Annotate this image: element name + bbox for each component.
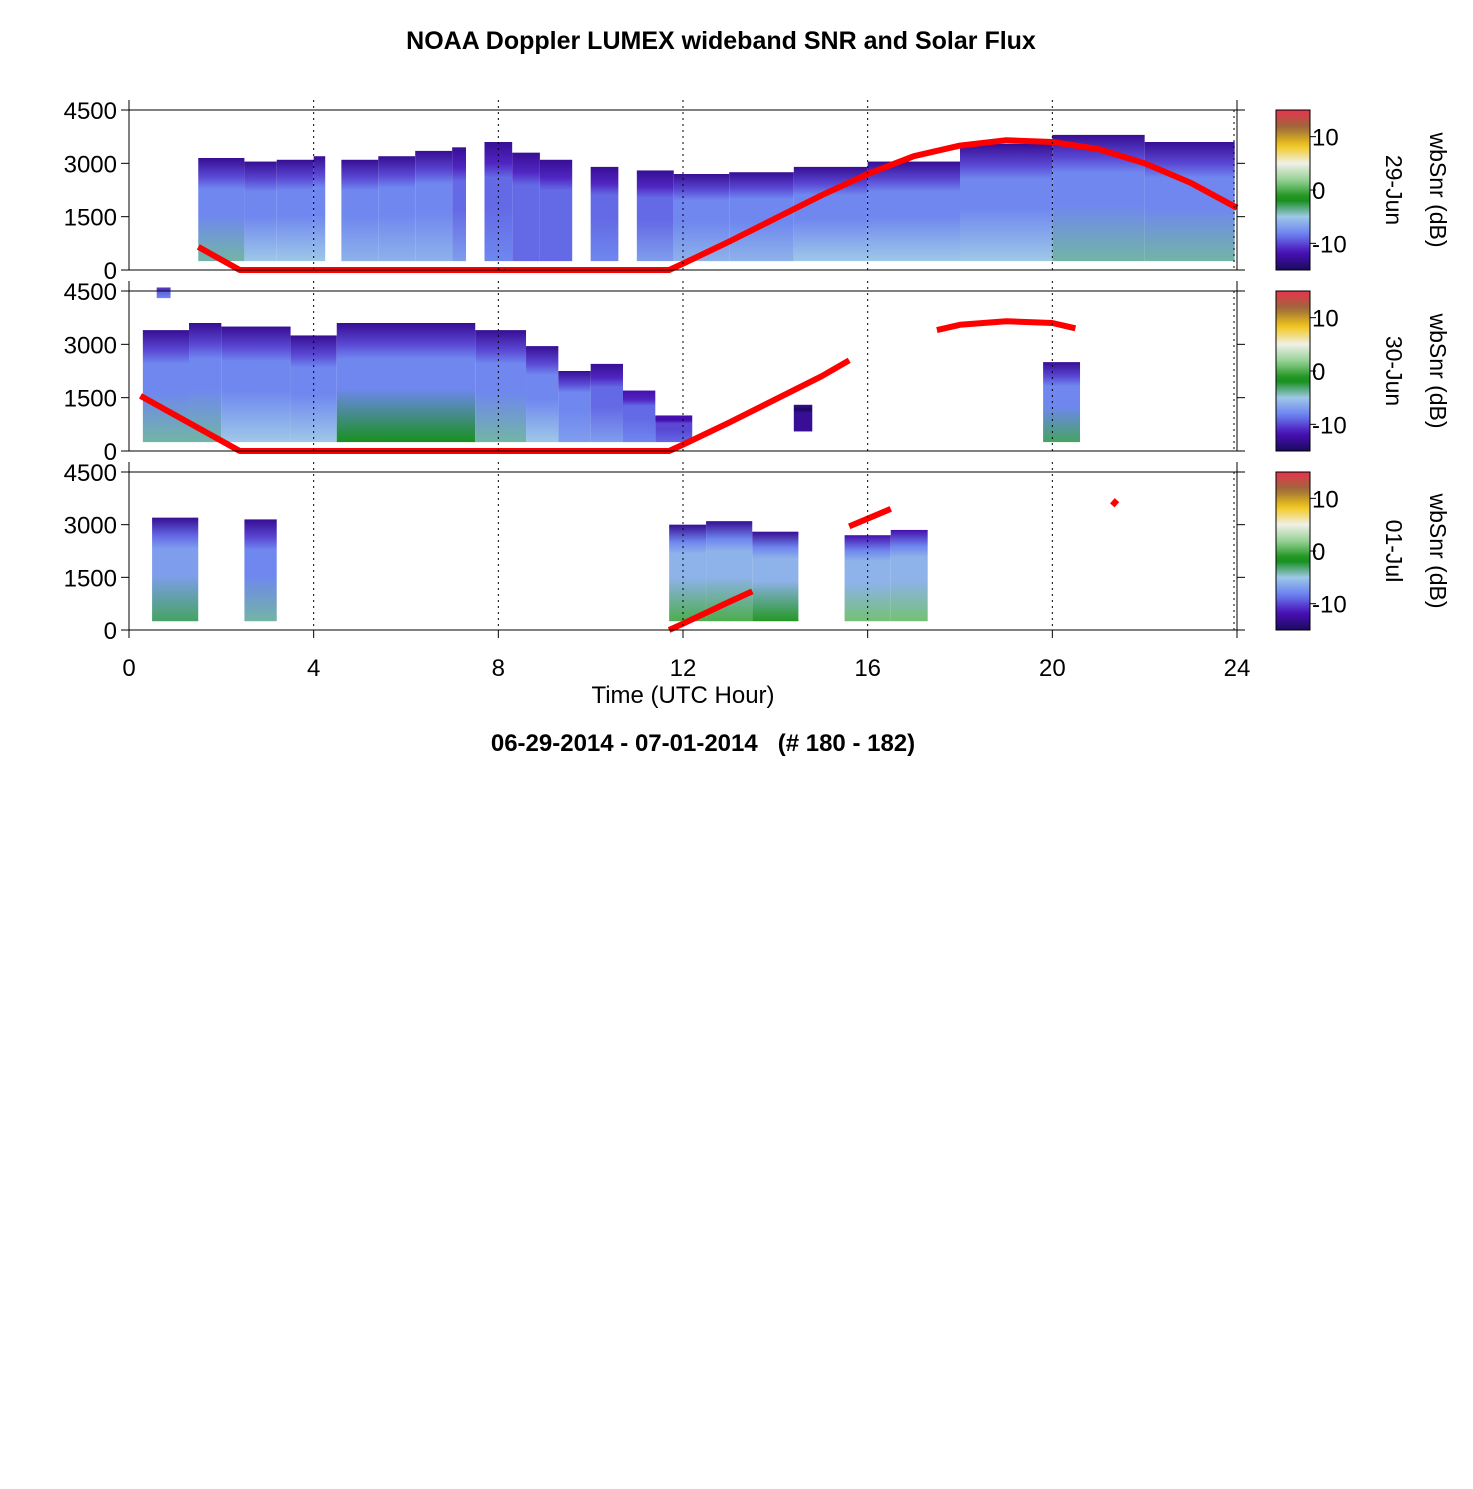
- y-tick-label: 4500: [64, 98, 117, 125]
- snr-column: [636, 170, 674, 262]
- x-tick-label: 12: [670, 655, 697, 682]
- y-tick-label: 0: [104, 439, 117, 466]
- snr-column: [484, 142, 513, 262]
- solar-flux-line: [1110, 498, 1120, 508]
- colorbar-label: wbSnr (dB): [1425, 492, 1451, 608]
- solar-flux-line: [936, 318, 1077, 334]
- chart-title: NOAA Doppler LUMEX wideband SNR and Sola…: [406, 27, 1036, 55]
- colorbar-tick-label: -10: [1312, 412, 1347, 439]
- date-range-footer: 06-29-2014 - 07-01-2014 (# 180 - 182): [491, 730, 915, 757]
- x-axis-label: Time (UTC Hour): [591, 682, 774, 709]
- snr-column: [341, 159, 379, 262]
- y-tick-label: 3000: [64, 332, 117, 359]
- snr-column: [512, 152, 540, 262]
- snr-column: [558, 371, 591, 443]
- snr-column: [590, 363, 623, 443]
- snr-column: [539, 159, 573, 262]
- colorbar: [1275, 290, 1311, 452]
- colorbar-label: wbSnr (dB): [1425, 312, 1451, 428]
- snr-column: [669, 524, 707, 622]
- solar-flux-line: [196, 137, 1239, 273]
- snr-column: [276, 159, 314, 262]
- snr-column: [622, 390, 656, 443]
- colorbar: [1275, 471, 1311, 631]
- panel-day-label: 30-Jun: [1381, 336, 1407, 406]
- x-axis: 0 4 8 12 16 20 24: [122, 630, 1250, 682]
- x-tick-label: 0: [122, 655, 135, 682]
- panel-29-Jun: 0 1500 3000 4500 -10 0 10 wbSnr (dB) 29-Jun: [64, 98, 1451, 285]
- snr-column: [156, 287, 171, 299]
- snr-column: [655, 415, 693, 443]
- snr-column: [526, 346, 559, 443]
- snr-column: [415, 150, 453, 262]
- solar-flux-line: [848, 506, 892, 530]
- x-tick-label: 20: [1039, 655, 1066, 682]
- colorbar-tick-label: 10: [1312, 486, 1339, 513]
- y-tick-label: 3000: [64, 513, 117, 540]
- panel-01-Jul: 0 1500 3000 4500 -10 0 10 wbSnr (dB) 01-Jul: [64, 460, 1451, 645]
- colorbar-tick-label: -10: [1312, 592, 1347, 619]
- snr-column: [152, 517, 199, 622]
- snr-column: [960, 143, 1053, 262]
- snr-column: [142, 330, 190, 443]
- snr-column: [336, 323, 476, 443]
- colorbar-tick-label: 0: [1312, 178, 1325, 205]
- snr-column: [244, 519, 277, 622]
- y-tick-label: 4500: [64, 279, 117, 306]
- x-tick-label: 4: [307, 655, 320, 682]
- snr-column: [1052, 134, 1145, 262]
- y-tick-label: 1500: [64, 565, 117, 592]
- snr-column: [198, 158, 245, 262]
- colorbar: [1275, 109, 1311, 271]
- panel-day-label: 01-Jul: [1381, 520, 1407, 583]
- y-tick-label: 0: [104, 618, 117, 645]
- colorbar-tick-label: -10: [1312, 231, 1347, 258]
- x-tick-label: 24: [1224, 655, 1251, 682]
- snr-column: [313, 156, 326, 262]
- snr-column: [867, 161, 960, 262]
- snr-column: [890, 529, 928, 622]
- colorbar-tick-label: 10: [1312, 125, 1339, 152]
- snr-column: [752, 531, 799, 622]
- snr-column: [475, 330, 527, 443]
- solar-flux-line: [667, 588, 754, 633]
- y-tick-label: 3000: [64, 151, 117, 178]
- colorbar-tick-label: 0: [1312, 359, 1325, 386]
- snr-column: [706, 521, 753, 622]
- snr-column: [378, 156, 416, 262]
- panel-day-label: 29-Jun: [1381, 155, 1407, 225]
- y-tick-label: 4500: [64, 460, 117, 487]
- x-tick-label: 16: [854, 655, 881, 682]
- colorbar-tick-label: 0: [1312, 539, 1325, 566]
- colorbar-label: wbSnr (dB): [1425, 131, 1451, 247]
- snr-column: [590, 166, 619, 262]
- x-tick-label: 8: [492, 655, 505, 682]
- snr-column: [452, 147, 467, 262]
- snr-column: [793, 404, 813, 432]
- y-tick-label: 1500: [64, 205, 117, 232]
- y-tick-label: 0: [104, 258, 117, 285]
- panel-30-Jun: 0 1500 3000 4500 -10 0 10 wbSnr (dB) 30-Jun: [64, 279, 1451, 466]
- colorbar-tick-label: 10: [1312, 306, 1339, 333]
- snr-column: [1043, 362, 1081, 443]
- panels: 0 1500 3000 4500 -10 0 10 wbSnr (dB) 29-Jun 0 1500…: [64, 98, 1451, 645]
- snr-column: [244, 161, 277, 262]
- snr-column: [189, 323, 222, 443]
- y-tick-label: 1500: [64, 386, 117, 413]
- snr-column: [221, 326, 291, 443]
- snr-column: [844, 535, 891, 622]
